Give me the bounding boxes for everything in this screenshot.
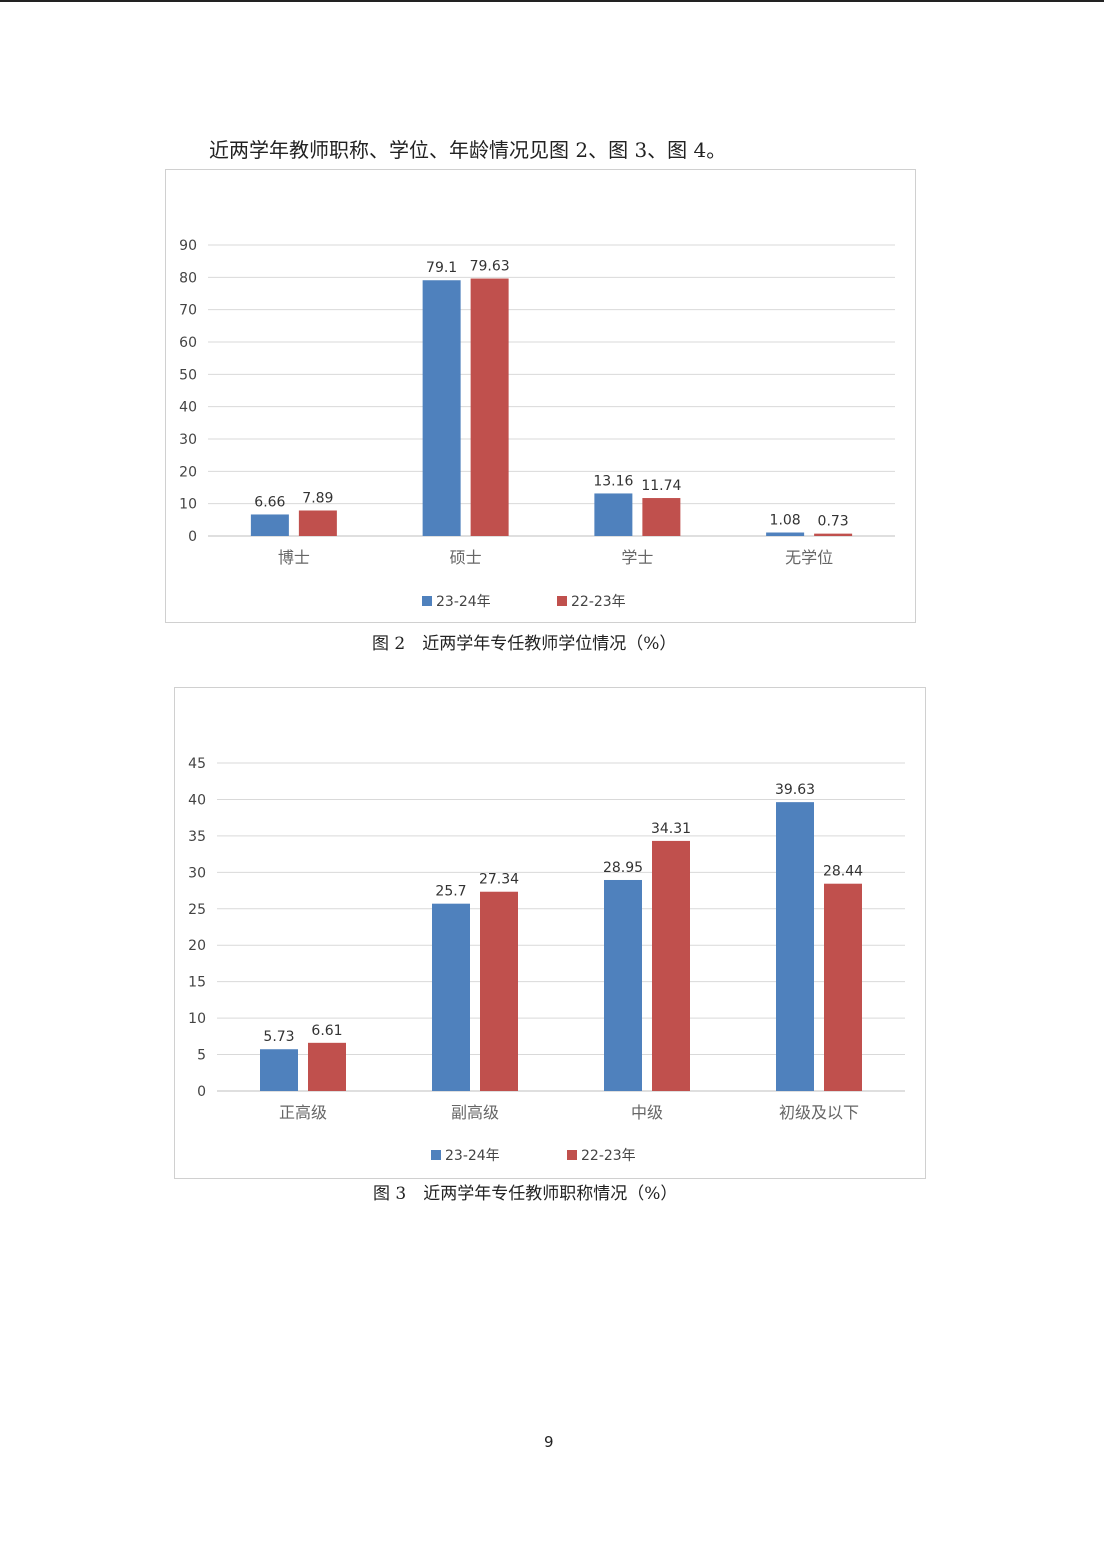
data-label: 79.1 bbox=[426, 260, 457, 276]
y-tick-label: 40 bbox=[188, 792, 206, 808]
data-label: 25.7 bbox=[435, 884, 466, 900]
category-label: 硕士 bbox=[450, 548, 482, 567]
legend-label: 22-23年 bbox=[581, 1148, 636, 1164]
category-label: 博士 bbox=[278, 548, 310, 567]
y-tick-label: 0 bbox=[197, 1084, 206, 1100]
bar bbox=[776, 802, 814, 1091]
category-label: 副高级 bbox=[451, 1103, 499, 1122]
y-tick-label: 15 bbox=[188, 975, 206, 991]
bar bbox=[652, 840, 690, 1091]
bar bbox=[422, 280, 461, 536]
bar bbox=[308, 1042, 346, 1091]
data-label: 27.34 bbox=[479, 872, 519, 888]
bar bbox=[594, 493, 633, 536]
legend-swatch bbox=[431, 1150, 441, 1160]
data-label: 11.74 bbox=[641, 478, 681, 494]
bar bbox=[642, 498, 681, 536]
data-label: 28.95 bbox=[603, 860, 643, 876]
bar bbox=[766, 532, 805, 536]
legend-swatch bbox=[567, 1150, 577, 1160]
y-tick-label: 20 bbox=[179, 464, 197, 480]
data-label: 0.73 bbox=[818, 514, 849, 530]
bar bbox=[824, 883, 862, 1091]
legend-swatch bbox=[557, 596, 567, 606]
category-label: 初级及以下 bbox=[779, 1103, 859, 1122]
y-tick-label: 30 bbox=[188, 865, 206, 881]
y-tick-label: 80 bbox=[179, 270, 197, 286]
bar bbox=[480, 891, 518, 1091]
bar bbox=[604, 879, 642, 1091]
degree-chart: 0 10 20 30 40 50 60 70 80 90 6.66 7.89 博士 79.1 79.63 硕士… bbox=[165, 169, 916, 623]
y-tick-label: 30 bbox=[179, 432, 197, 448]
legend-label: 23-24年 bbox=[436, 594, 491, 610]
data-label: 28.44 bbox=[823, 864, 863, 880]
data-label: 7.89 bbox=[302, 490, 333, 506]
category-label: 正高级 bbox=[279, 1103, 327, 1122]
y-tick-label: 50 bbox=[179, 367, 197, 383]
legend-label: 23-24年 bbox=[445, 1148, 500, 1164]
bar bbox=[432, 903, 470, 1091]
data-label: 6.66 bbox=[254, 494, 285, 510]
data-label: 1.08 bbox=[770, 513, 801, 529]
data-label: 34.31 bbox=[651, 821, 691, 837]
data-label: 39.63 bbox=[775, 782, 815, 798]
legend-swatch bbox=[422, 596, 432, 606]
y-tick-label: 25 bbox=[188, 902, 206, 918]
page-number: 9 bbox=[544, 1433, 554, 1451]
y-tick-label: 90 bbox=[179, 238, 197, 254]
y-tick-label: 35 bbox=[188, 829, 206, 845]
y-tick-label: 10 bbox=[179, 497, 197, 513]
y-tick-label: 20 bbox=[188, 938, 206, 954]
bar bbox=[260, 1049, 298, 1091]
title-chart-svg: 0 5 10 15 20 25 30 35 40 45 5.73 6.61 正高级 25.7 27.34 副高… bbox=[188, 756, 905, 1164]
category-label: 无学位 bbox=[785, 548, 833, 567]
y-tick-label: 40 bbox=[179, 400, 197, 416]
degree-chart-svg: 0 10 20 30 40 50 60 70 80 90 6.66 7.89 博士 79.1 79.63 硕士… bbox=[179, 238, 895, 610]
category-label: 中级 bbox=[631, 1103, 663, 1122]
data-label: 5.73 bbox=[263, 1029, 294, 1045]
y-tick-label: 60 bbox=[179, 335, 197, 351]
data-label: 6.61 bbox=[311, 1023, 342, 1039]
bar bbox=[250, 514, 289, 536]
y-tick-label: 10 bbox=[188, 1011, 206, 1027]
y-tick-label: 45 bbox=[188, 756, 206, 772]
legend-label: 22-23年 bbox=[571, 594, 626, 610]
degree-chart-caption: 图 2 近两学年专任教师学位情况（%） bbox=[372, 634, 677, 654]
top-rule bbox=[0, 0, 1104, 2]
y-tick-label: 70 bbox=[179, 303, 197, 319]
data-label: 13.16 bbox=[593, 473, 633, 489]
title-chart-caption: 图 3 近两学年专任教师职称情况（%） bbox=[373, 1184, 678, 1204]
y-tick-label: 0 bbox=[188, 529, 197, 545]
bar bbox=[298, 510, 337, 536]
data-label: 79.63 bbox=[470, 259, 510, 275]
title-chart: 0 5 10 15 20 25 30 35 40 45 5.73 6.61 正高级 25.7 27.34 副高… bbox=[174, 687, 926, 1179]
y-tick-label: 5 bbox=[197, 1048, 206, 1064]
intro-paragraph: 近两学年教师职称、学位、年龄情况见图 2、图 3、图 4。 bbox=[209, 138, 727, 162]
bar bbox=[470, 278, 509, 536]
bar bbox=[814, 533, 853, 536]
category-label: 学士 bbox=[621, 548, 653, 567]
